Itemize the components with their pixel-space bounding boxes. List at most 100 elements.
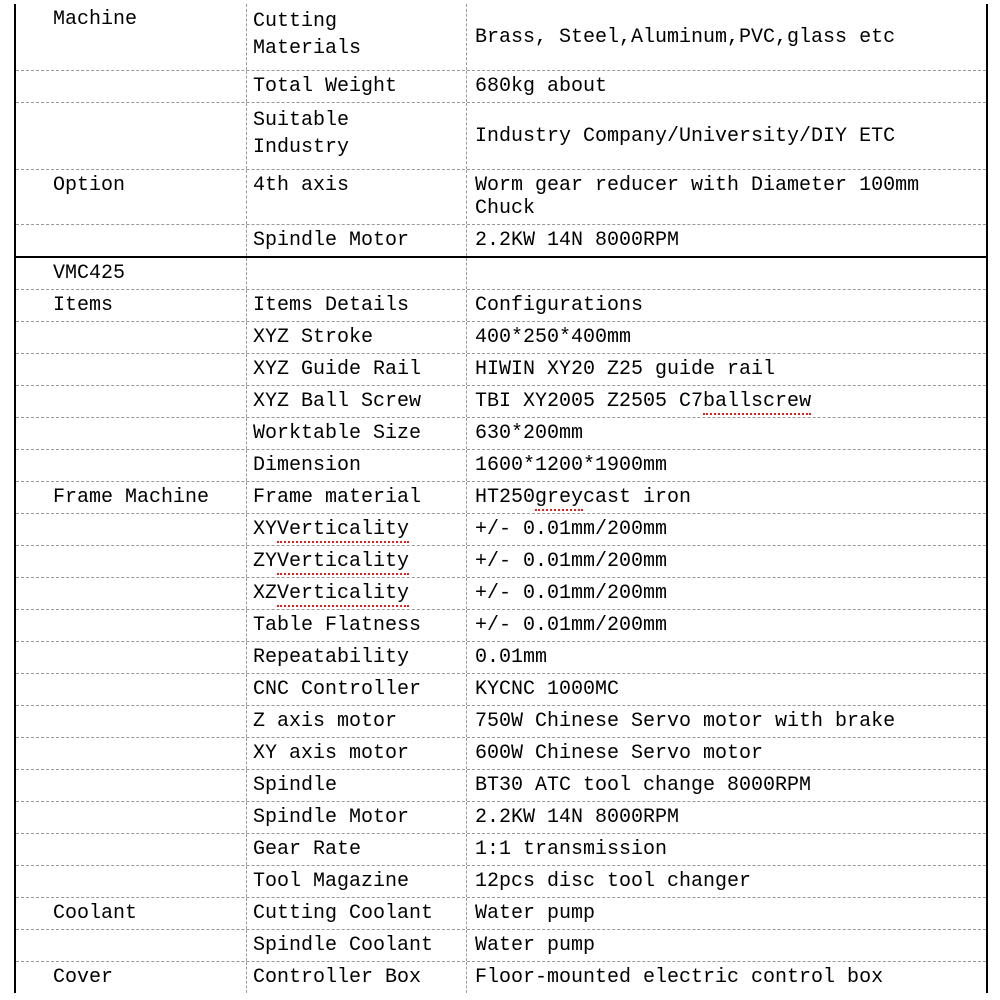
table-row: SpindleBT30 ATC tool change 8000RPM bbox=[16, 770, 986, 802]
table-row: Frame MachineFrame materialHT250 grey ca… bbox=[16, 482, 986, 514]
table-row: XYZ Stroke400*250*400mm bbox=[16, 322, 986, 354]
detail-cell: XYZ Ball Screw bbox=[247, 386, 467, 417]
detail-cell: XY axis motor bbox=[247, 738, 467, 769]
config-cell: Configurations bbox=[467, 290, 986, 321]
config-cell: 2.2KW 14N 8000RPM bbox=[467, 225, 986, 256]
table-row: CNC ControllerKYCNC 1000MC bbox=[16, 674, 986, 706]
row-gutter bbox=[16, 706, 45, 737]
detail-cell: Spindle Motor bbox=[247, 802, 467, 833]
group-cell bbox=[45, 834, 247, 865]
table-row: Gear Rate1:1 transmission bbox=[16, 834, 986, 866]
table-row: ItemsItems DetailsConfigurations bbox=[16, 290, 986, 322]
table-row: Spindle Motor2.2KW 14N 8000RPM bbox=[16, 225, 986, 256]
group-cell: Items bbox=[45, 290, 247, 321]
row-gutter bbox=[16, 802, 45, 833]
detail-cell bbox=[247, 258, 467, 289]
table-row: Tool Magazine12pcs disc tool changer bbox=[16, 866, 986, 898]
config-cell: +/- 0.01mm/200mm bbox=[467, 546, 986, 577]
group-cell bbox=[45, 322, 247, 353]
row-gutter bbox=[16, 71, 45, 102]
group-cell: Option bbox=[45, 170, 247, 224]
config-cell: 12pcs disc tool changer bbox=[467, 866, 986, 897]
detail-cell: Spindle Coolant bbox=[247, 930, 467, 961]
row-gutter bbox=[16, 514, 45, 545]
group-cell bbox=[45, 225, 247, 256]
detail-cell: Spindle bbox=[247, 770, 467, 801]
detail-cell: Tool Magazine bbox=[247, 866, 467, 897]
row-gutter bbox=[16, 322, 45, 353]
detail-cell: Total Weight bbox=[247, 71, 467, 102]
group-cell bbox=[45, 866, 247, 897]
row-gutter bbox=[16, 418, 45, 449]
config-cell: Industry Company/University/DIY ETC bbox=[467, 103, 986, 169]
row-gutter bbox=[16, 770, 45, 801]
row-gutter bbox=[16, 258, 45, 289]
table-row: Repeatability0.01mm bbox=[16, 642, 986, 674]
table-row: ZY Verticality+/- 0.01mm/200mm bbox=[16, 546, 986, 578]
row-gutter bbox=[16, 450, 45, 481]
detail-cell: SuitableIndustry bbox=[247, 103, 467, 169]
row-gutter bbox=[16, 674, 45, 705]
config-cell: HIWIN XY20 Z25 guide rail bbox=[467, 354, 986, 385]
config-cell: 1:1 transmission bbox=[467, 834, 986, 865]
table-row: Option4th axisWorm gear reducer with Dia… bbox=[16, 170, 986, 225]
group-cell bbox=[45, 71, 247, 102]
config-cell: Floor-mounted electric control box bbox=[467, 962, 986, 993]
table-row: CoolantCutting CoolantWater pump bbox=[16, 898, 986, 930]
group-cell bbox=[45, 514, 247, 545]
detail-cell: XYZ Guide Rail bbox=[247, 354, 467, 385]
config-cell: 0.01mm bbox=[467, 642, 986, 673]
config-cell: Water pump bbox=[467, 898, 986, 929]
table-row: XY Verticality+/- 0.01mm/200mm bbox=[16, 514, 986, 546]
row-gutter bbox=[16, 170, 45, 224]
detail-cell: 4th axis bbox=[247, 170, 467, 224]
group-cell bbox=[45, 802, 247, 833]
group-cell bbox=[45, 103, 247, 169]
section-top: MachineCuttingMaterialsBrass, Steel,Alum… bbox=[16, 4, 986, 258]
config-cell: KYCNC 1000MC bbox=[467, 674, 986, 705]
row-gutter bbox=[16, 834, 45, 865]
table-row: XYZ Guide RailHIWIN XY20 Z25 guide rail bbox=[16, 354, 986, 386]
config-cell: +/- 0.01mm/200mm bbox=[467, 610, 986, 641]
config-cell: Water pump bbox=[467, 930, 986, 961]
spec-table: MachineCuttingMaterialsBrass, Steel,Alum… bbox=[14, 4, 988, 993]
config-cell: TBI XY2005 Z2505 C7 ballscrew bbox=[467, 386, 986, 417]
detail-cell: Spindle Motor bbox=[247, 225, 467, 256]
group-cell bbox=[45, 930, 247, 961]
table-row: XZ Verticality+/- 0.01mm/200mm bbox=[16, 578, 986, 610]
row-gutter bbox=[16, 962, 45, 993]
group-cell bbox=[45, 770, 247, 801]
table-row: XYZ Ball ScrewTBI XY2005 Z2505 C7 ballsc… bbox=[16, 386, 986, 418]
config-cell bbox=[467, 258, 986, 289]
detail-cell: Z axis motor bbox=[247, 706, 467, 737]
detail-cell: Cutting Coolant bbox=[247, 898, 467, 929]
config-cell: 400*250*400mm bbox=[467, 322, 986, 353]
group-cell bbox=[45, 578, 247, 609]
detail-cell: XYZ Stroke bbox=[247, 322, 467, 353]
detail-cell: CuttingMaterials bbox=[247, 4, 467, 70]
config-cell: +/- 0.01mm/200mm bbox=[467, 514, 986, 545]
row-gutter bbox=[16, 546, 45, 577]
row-gutter bbox=[16, 930, 45, 961]
group-cell bbox=[45, 546, 247, 577]
table-row: VMC425 bbox=[16, 258, 986, 290]
config-cell: 600W Chinese Servo motor bbox=[467, 738, 986, 769]
detail-cell: Table Flatness bbox=[247, 610, 467, 641]
config-cell: Brass, Steel,Aluminum,PVC,glass etc bbox=[467, 4, 986, 70]
group-cell bbox=[45, 610, 247, 641]
row-gutter bbox=[16, 103, 45, 169]
group-cell bbox=[45, 642, 247, 673]
table-row: Dimension1600*1200*1900mm bbox=[16, 450, 986, 482]
row-gutter bbox=[16, 386, 45, 417]
row-gutter bbox=[16, 225, 45, 256]
row-gutter bbox=[16, 738, 45, 769]
config-cell: 2.2KW 14N 8000RPM bbox=[467, 802, 986, 833]
row-gutter bbox=[16, 610, 45, 641]
detail-cell: Dimension bbox=[247, 450, 467, 481]
detail-cell: XZ Verticality bbox=[247, 578, 467, 609]
detail-cell: Items Details bbox=[247, 290, 467, 321]
table-row: Spindle Motor2.2KW 14N 8000RPM bbox=[16, 802, 986, 834]
group-cell bbox=[45, 706, 247, 737]
config-cell: +/- 0.01mm/200mm bbox=[467, 578, 986, 609]
table-row: Spindle CoolantWater pump bbox=[16, 930, 986, 962]
